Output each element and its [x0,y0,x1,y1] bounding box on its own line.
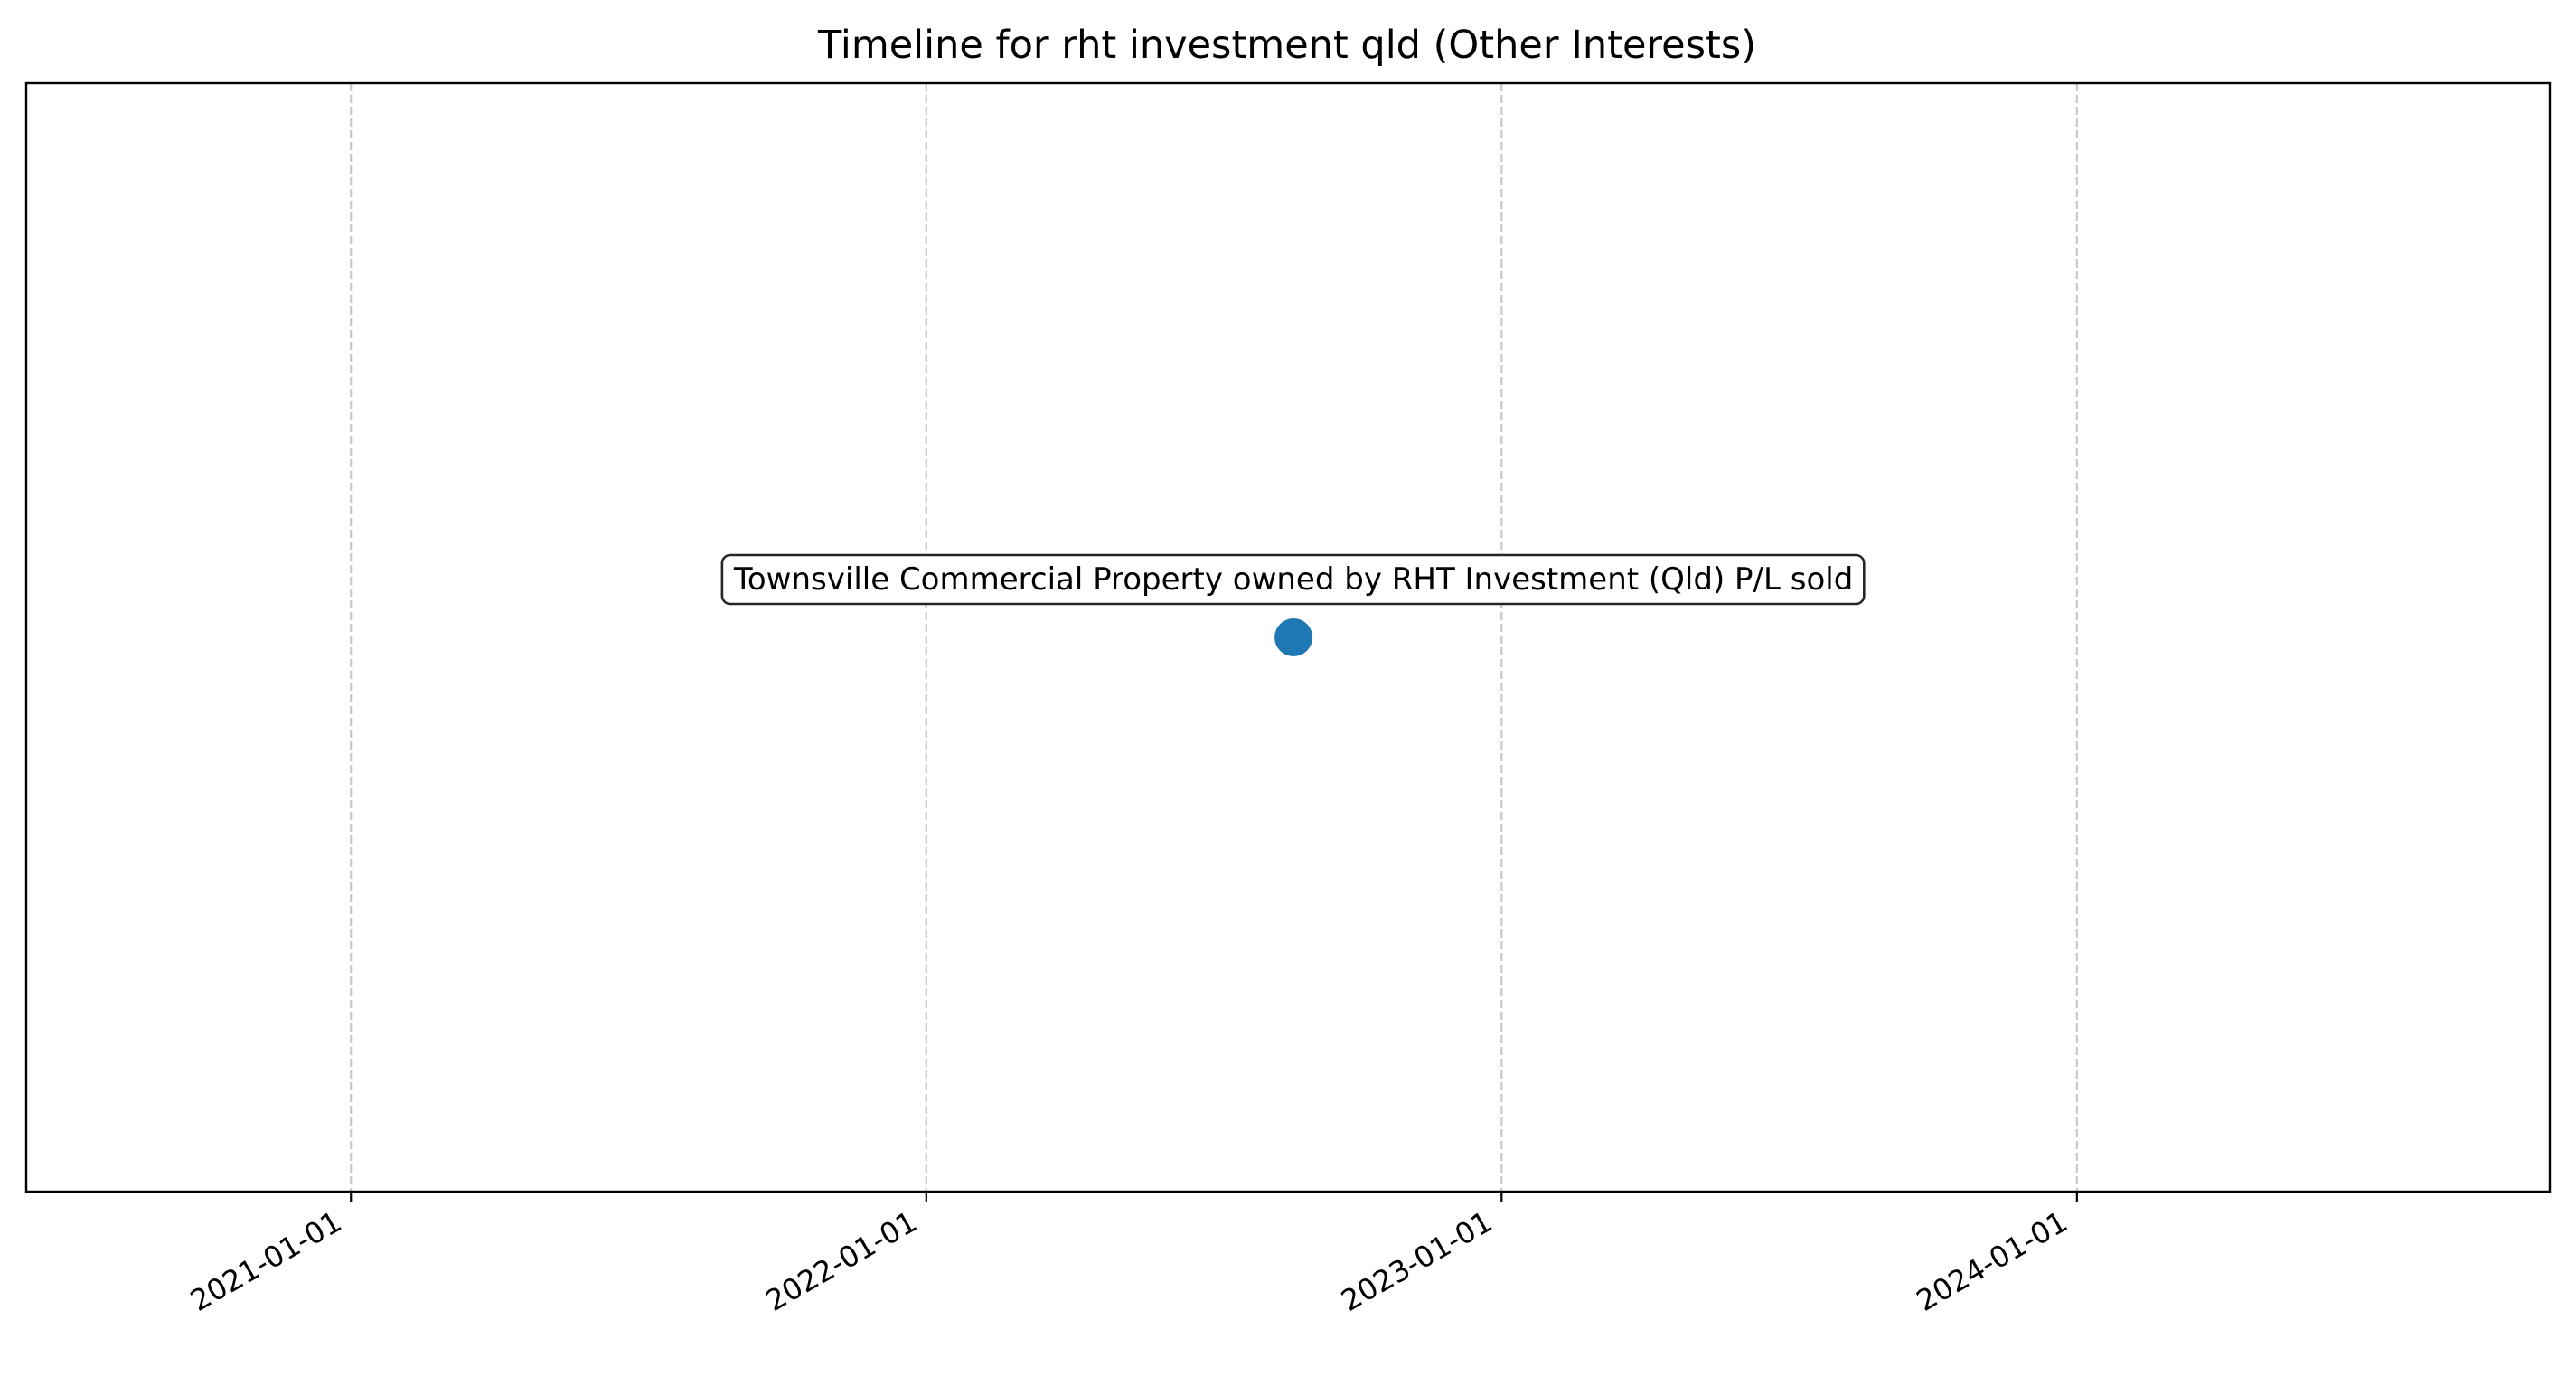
data-points: Townsville Commercial Property owned by … [720,553,1866,656]
event-label-box [720,553,1866,606]
event-annotation: Townsville Commercial Property owned by … [720,553,1866,606]
gridlines [350,83,2078,1192]
event-marker [1274,618,1313,656]
event-label: Townsville Commercial Property owned by … [733,561,1853,598]
chart-title: Timeline for rht investment qld (Other I… [817,23,1756,68]
plot-area-frame [24,81,2552,1193]
